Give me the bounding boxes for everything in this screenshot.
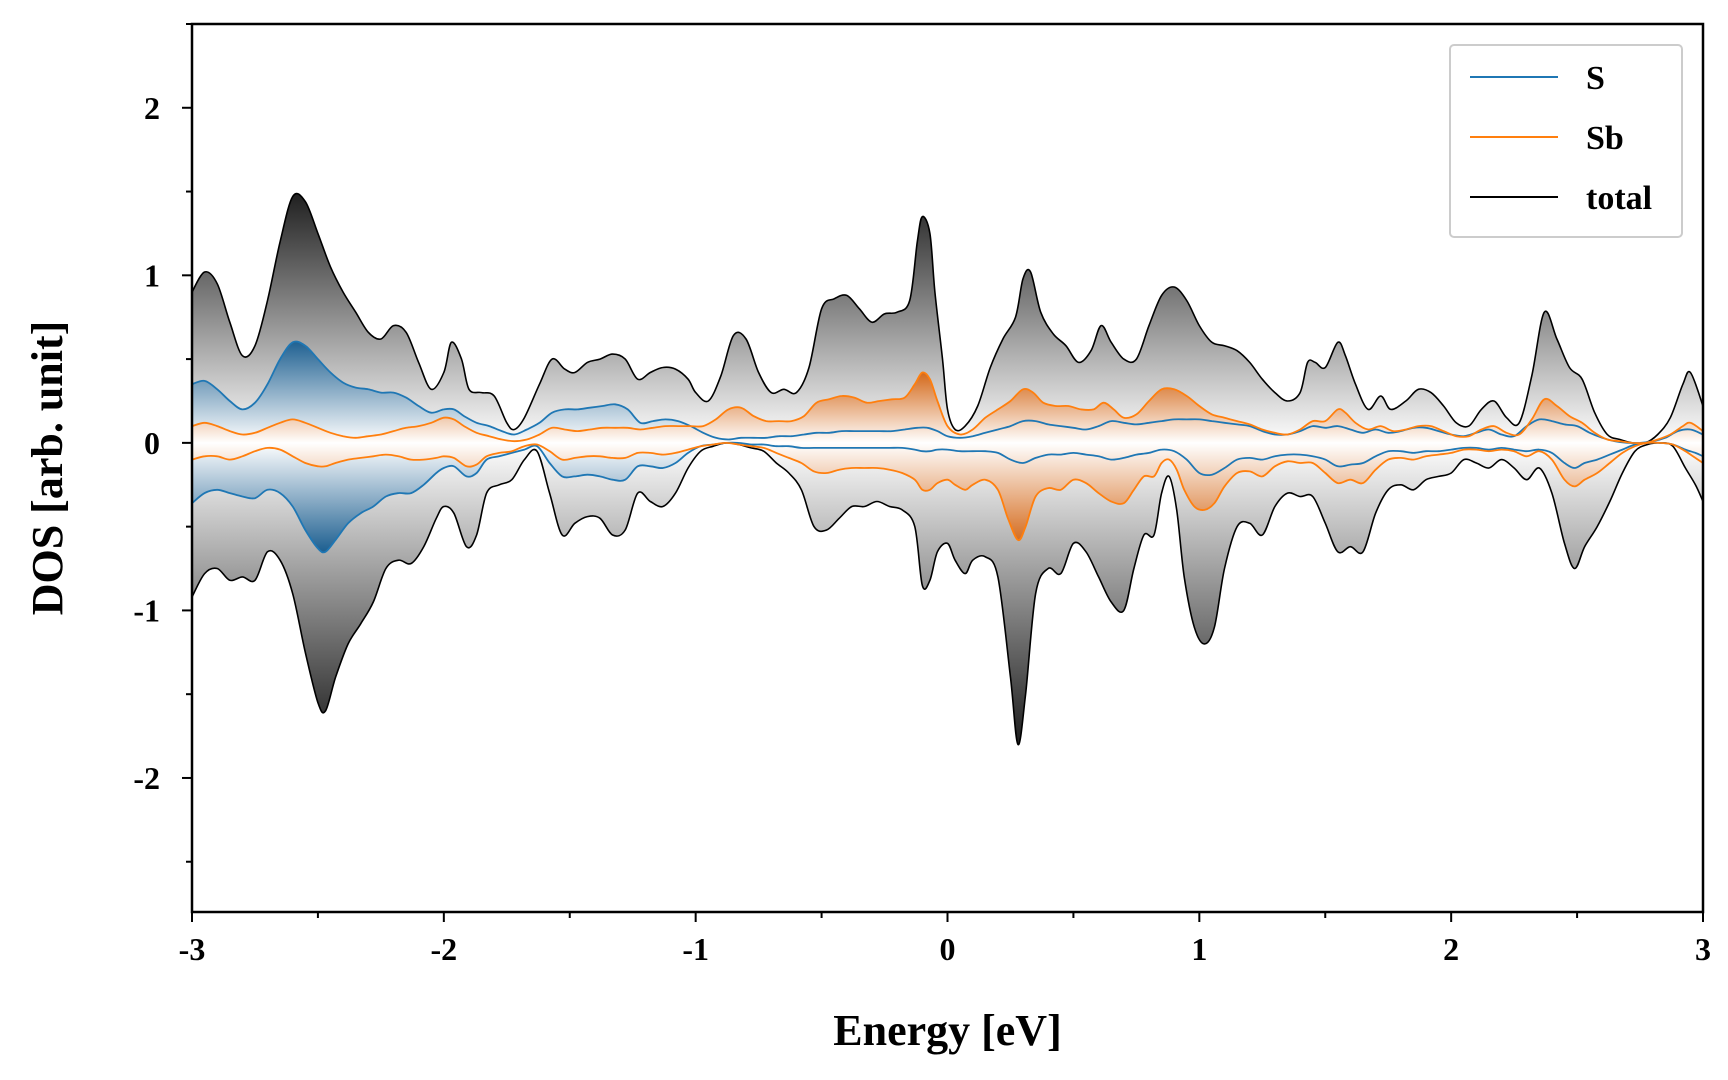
x-axis-ticks: -3 -2 -1 0 1 2 3 — [179, 912, 1711, 967]
s-fill-group — [192, 341, 1703, 553]
legend-label-total: total — [1586, 180, 1652, 217]
x-tick-label: 0 — [940, 931, 956, 967]
y-tick-label: 2 — [144, 90, 160, 126]
y-tick-label: 0 — [144, 425, 160, 461]
plot-area — [192, 192, 1703, 746]
x-tick-label: 2 — [1443, 931, 1459, 967]
s-down-line — [192, 441, 1703, 554]
legend-label-s: S — [1586, 60, 1605, 97]
y-axis-title: DOS [arb. unit] — [23, 321, 72, 616]
total-fill-group — [192, 193, 1703, 745]
sb-down-line — [192, 441, 1703, 542]
total-down-fill — [192, 442, 1703, 745]
y-tick-label: 1 — [144, 257, 160, 293]
x-tick-label: -1 — [682, 931, 709, 967]
y-tick-label: -1 — [133, 592, 160, 628]
y-tick-label: -2 — [133, 760, 160, 796]
legend: S Sb total — [1449, 44, 1683, 238]
s-up-fill — [192, 341, 1703, 444]
total-up-line — [192, 192, 1703, 445]
sb-up-line — [192, 371, 1703, 445]
series-lines — [192, 192, 1703, 746]
y-axis-ticks: -2 -1 0 1 2 — [133, 23, 192, 863]
x-tick-label: -3 — [179, 931, 206, 967]
x-axis-title: Energy [eV] — [833, 1006, 1062, 1055]
sb-up-fill — [192, 372, 1703, 444]
total-down-line — [192, 442, 1703, 746]
x-tick-label: 1 — [1191, 931, 1207, 967]
s-down-fill — [192, 442, 1703, 553]
legend-box — [1449, 44, 1683, 238]
total-up-fill — [192, 193, 1703, 444]
sb-down-fill — [192, 442, 1703, 541]
x-tick-label: 3 — [1695, 931, 1711, 967]
x-tick-label: -2 — [431, 931, 458, 967]
sb-fill-group — [192, 372, 1703, 541]
legend-label-sb: Sb — [1586, 120, 1624, 157]
